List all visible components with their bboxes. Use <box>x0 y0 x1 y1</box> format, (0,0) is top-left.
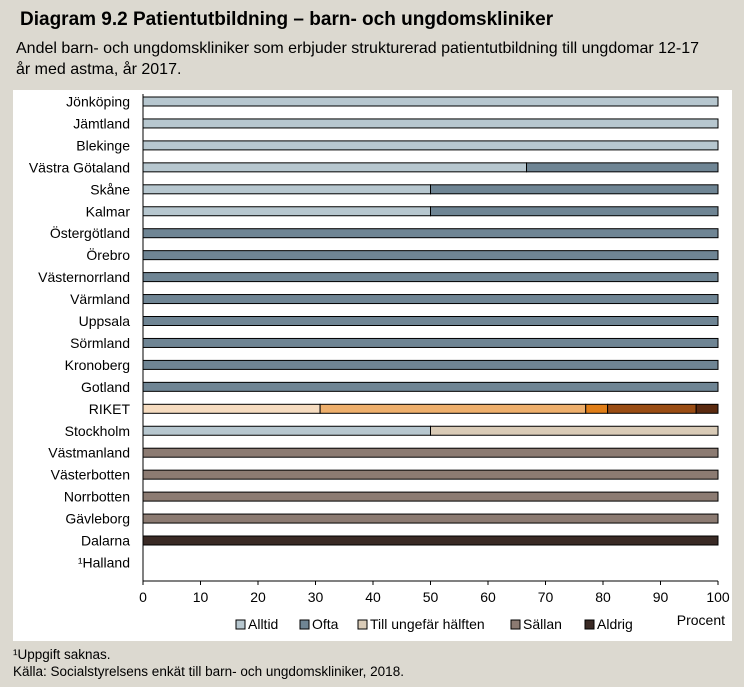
legend-label: Ofta <box>312 616 339 632</box>
bar-segment-kronoberg-1 <box>142 359 719 370</box>
bar-segment-riket-3 <box>607 403 697 414</box>
legend-label: Till ungefär hälften <box>370 616 485 632</box>
category-label: Jämtland <box>73 115 130 131</box>
legend-label: Alltid <box>248 616 278 632</box>
category-label: Stockholm <box>65 423 130 439</box>
bar-segment-skåne-0 <box>142 184 431 195</box>
legend-label: Aldrig <box>597 616 633 632</box>
x-tick-label: 60 <box>480 589 496 605</box>
x-tick-label: 20 <box>250 589 266 605</box>
legend-swatch <box>357 619 368 630</box>
bar-segment-norrbotten-3 <box>142 491 719 502</box>
x-tick-label: 80 <box>595 589 611 605</box>
category-label: Örebro <box>86 246 130 263</box>
bar-segment-jämtland-0 <box>142 118 719 129</box>
legend-swatch <box>235 619 246 630</box>
bar-segment-östergötland-1 <box>142 228 719 239</box>
category-label: ¹Halland <box>78 554 130 570</box>
bar-segment-västerbotten-3 <box>142 469 719 480</box>
category-label: Värmland <box>70 291 130 307</box>
category-label: Norrbotten <box>64 489 130 505</box>
category-label: Gävleborg <box>65 511 130 527</box>
chart-subtitle: Andel barn- och ungdomskliniker som erbj… <box>16 40 700 78</box>
bar-segment-riket-4 <box>695 403 719 414</box>
x-tick-label: 90 <box>653 589 669 605</box>
source-note: Källa: Socialstyrelsens enkät till barn-… <box>13 664 404 679</box>
bar-segment-örebro-1 <box>142 250 719 261</box>
bar-segment-kalmar-1 <box>430 206 719 217</box>
category-label: Skåne <box>90 181 130 197</box>
bar-segment-sörmland-1 <box>142 337 719 348</box>
legend-swatch <box>299 619 310 630</box>
x-tick-label: 40 <box>365 589 381 605</box>
bar-segment-skåne-1 <box>430 184 719 195</box>
category-label: Västra Götaland <box>29 159 130 175</box>
stacked-bar-chart: Jönköping Jämtland Blekinge Västra Götaland… <box>29 94 730 633</box>
category-label: Västernorrland <box>38 269 130 285</box>
bar-segment-västra-götaland-1 <box>526 162 719 173</box>
category-label: Uppsala <box>79 313 131 329</box>
bar-segment-riket-2 <box>585 403 609 414</box>
legend-swatch <box>584 619 595 630</box>
category-label: Västerbotten <box>51 467 130 483</box>
footnote: ¹Uppgift saknas. <box>13 647 111 662</box>
bar-segment-värmland-1 <box>142 294 719 305</box>
x-tick-label: 50 <box>423 589 439 605</box>
category-label: Dalarna <box>81 533 130 549</box>
x-tick-label: 70 <box>538 589 554 605</box>
category-label: Östergötland <box>50 224 130 241</box>
x-tick-label: 30 <box>308 589 324 605</box>
bar-segment-stockholm-0 <box>142 425 431 436</box>
category-label: Gotland <box>81 379 130 395</box>
bar-segment-riket-0 <box>142 403 321 414</box>
bar-segment-västmanland-3 <box>142 447 719 458</box>
bar-segment-jönköping-0 <box>142 96 719 107</box>
bar-segment-kalmar-0 <box>142 206 431 217</box>
category-label: Sörmland <box>70 335 130 351</box>
category-label: Västmanland <box>48 445 130 461</box>
bar-segment-riket-1 <box>319 403 587 414</box>
x-tick-label: 100 <box>706 589 730 605</box>
bar-segment-dalarna-4 <box>142 535 719 546</box>
bar-segment-västra-götaland-0 <box>142 162 528 173</box>
chart-title: Diagram 9.2 Patientutbildning – barn- oc… <box>20 9 554 30</box>
bar-segment-uppsala-1 <box>142 316 719 326</box>
x-tick-label: 0 <box>139 589 147 605</box>
category-label: Kalmar <box>86 203 131 219</box>
legend-swatch <box>510 619 521 630</box>
plot-area: Jönköping Jämtland Blekinge Västra Götaland… <box>13 90 732 641</box>
bar-segment-gävleborg-3 <box>142 513 719 524</box>
legend-label: Sällan <box>523 616 562 632</box>
category-label: Jönköping <box>66 94 130 110</box>
bar-segment-stockholm-2 <box>430 425 719 436</box>
category-label: Blekinge <box>76 137 130 153</box>
category-label: RIKET <box>89 401 131 417</box>
bar-segment-västernorrland-1 <box>142 272 719 283</box>
x-tick-label: 10 <box>193 589 209 605</box>
bar-segment-blekinge-0 <box>142 140 719 151</box>
x-axis-label: Procent <box>677 612 725 628</box>
bar-segment-gotland-1 <box>142 381 719 392</box>
category-label: Kronoberg <box>65 357 130 373</box>
